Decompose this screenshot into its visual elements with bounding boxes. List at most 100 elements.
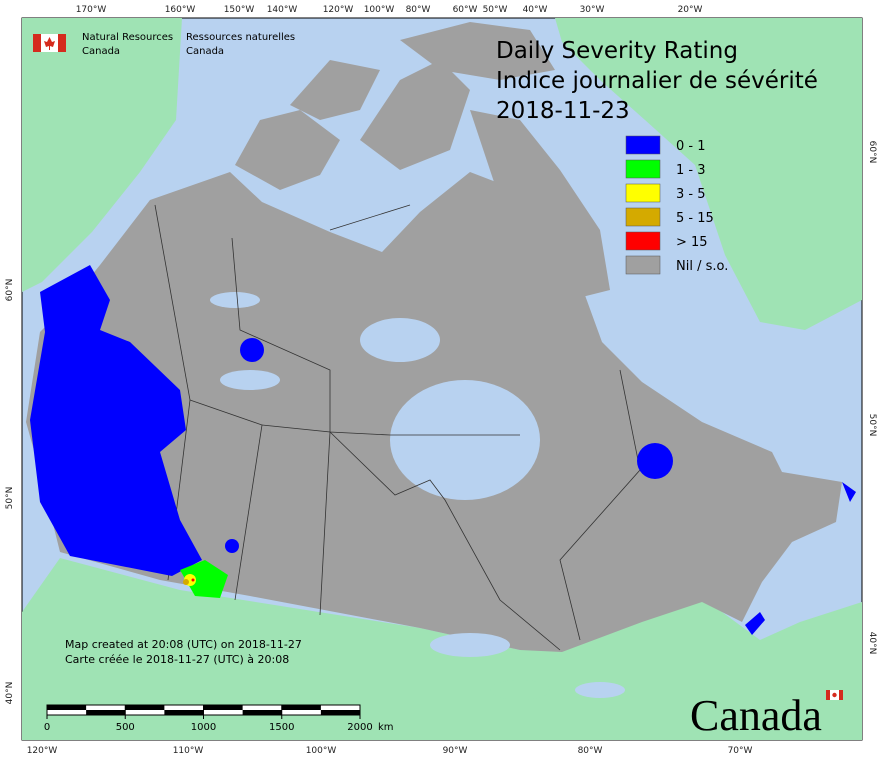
graticule-label: 30°W bbox=[580, 5, 605, 15]
scale-segment bbox=[320, 710, 360, 715]
graticule-bottom: 120°W 110°W 100°W 90°W 80°W 70°W bbox=[27, 746, 753, 756]
scale-bar: 0 500 1000 1500 2000 km bbox=[44, 704, 394, 733]
graticule-label: 120°W bbox=[323, 5, 354, 15]
graticule-top: 170°W 160°W 150°W 140°W 120°W 100°W 80°W… bbox=[76, 5, 703, 15]
severity-0-1 bbox=[225, 539, 239, 553]
title: Indice journalier de sévérité bbox=[496, 68, 818, 94]
boundary bbox=[329, 204, 411, 231]
alaska bbox=[22, 18, 182, 292]
legend-swatch bbox=[625, 255, 661, 275]
flag-bar bbox=[826, 690, 830, 700]
graticule-label: 50°W bbox=[483, 5, 508, 15]
severity-0-1 bbox=[30, 265, 202, 576]
scale-label: 1000 bbox=[191, 722, 216, 733]
severity-0-1 bbox=[842, 482, 856, 502]
graticule-label: 20°W bbox=[678, 5, 703, 15]
severity-0-1 bbox=[745, 612, 765, 635]
lake bbox=[220, 370, 280, 390]
boundary bbox=[559, 369, 641, 641]
legend-label: 0 - 1 bbox=[676, 139, 706, 154]
graticule-label: 40°N bbox=[5, 682, 15, 705]
scale-label: 1500 bbox=[269, 722, 294, 733]
map-created: Carte créée le 2018-11-27 (UTC) à 20:08 bbox=[65, 653, 289, 666]
graticule-label: 150°W bbox=[224, 5, 255, 15]
scale-label: 500 bbox=[116, 722, 135, 733]
scale-segment bbox=[242, 710, 282, 715]
scale-segment bbox=[125, 705, 165, 710]
scale-segment bbox=[281, 705, 321, 710]
scale-label: 2000 bbox=[347, 722, 372, 733]
boundary bbox=[231, 237, 520, 436]
scale-segment bbox=[47, 705, 87, 710]
island bbox=[235, 110, 340, 190]
graticule-label: 90°W bbox=[443, 746, 468, 756]
severity-1-3 bbox=[180, 560, 228, 598]
severity-0-1 bbox=[240, 338, 264, 362]
flag-bar bbox=[839, 690, 843, 700]
legend-swatch bbox=[625, 135, 661, 155]
date: 2018-11-23 bbox=[496, 98, 630, 124]
graticule-label: 170°W bbox=[76, 5, 107, 15]
land bbox=[22, 18, 862, 740]
graticule-label: 60°N bbox=[5, 279, 15, 302]
map-created: Map created at 20:08 (UTC) on 2018-11-27 bbox=[65, 638, 302, 651]
legend-label: 5 - 15 bbox=[676, 211, 714, 226]
graticule-label: 40°W bbox=[523, 5, 548, 15]
graticule-label: 80°W bbox=[406, 5, 431, 15]
lake bbox=[210, 292, 260, 308]
org-name: Canada bbox=[82, 46, 120, 57]
org-name: Ressources naturelles bbox=[186, 32, 295, 43]
graticule-label: 50°N bbox=[867, 414, 877, 437]
org-name: Canada bbox=[186, 46, 224, 57]
scale-segment bbox=[203, 705, 243, 710]
graticule-label: 70°W bbox=[728, 746, 753, 756]
great-lakes bbox=[575, 682, 625, 698]
graticule-label: 160°W bbox=[165, 5, 196, 15]
title: Daily Severity Rating bbox=[496, 38, 738, 64]
boundary bbox=[329, 431, 561, 651]
legend-swatch bbox=[625, 183, 661, 203]
scale-label: 0 bbox=[44, 722, 50, 733]
graticule-label: 140°W bbox=[267, 5, 298, 15]
flag-bar bbox=[58, 34, 66, 52]
great-lakes bbox=[430, 633, 510, 657]
flag-bar bbox=[33, 34, 41, 52]
graticule-label: 40°N bbox=[867, 632, 877, 655]
scale-unit: km bbox=[378, 722, 394, 733]
legend-swatch bbox=[625, 207, 661, 227]
island bbox=[360, 60, 470, 170]
nrcan-signature: Natural Resources Canada Ressources natu… bbox=[33, 32, 295, 57]
graticule-label: 60°W bbox=[453, 5, 478, 15]
water bbox=[360, 318, 440, 362]
maple-leaf bbox=[832, 692, 837, 698]
island bbox=[290, 60, 380, 120]
maple-leaf bbox=[44, 37, 55, 50]
graticule-label: 60°N bbox=[867, 141, 877, 164]
legend-label: 3 - 5 bbox=[676, 187, 706, 202]
graticule-right: 60°N 50°N 40°N bbox=[867, 141, 877, 655]
greenland bbox=[555, 18, 862, 330]
legend-label: 1 - 3 bbox=[676, 163, 706, 178]
graticule-label: 120°W bbox=[27, 746, 58, 756]
graticule-label: 100°W bbox=[364, 5, 395, 15]
graticule-label: 80°W bbox=[578, 746, 603, 756]
legend-swatch bbox=[625, 231, 661, 251]
land-patch bbox=[490, 680, 550, 700]
scale-segment bbox=[164, 710, 204, 715]
legend-swatch bbox=[625, 159, 661, 179]
severity-0-1 bbox=[637, 443, 673, 479]
graticule-left: 60°N 50°N 40°N bbox=[5, 279, 15, 705]
severity-areas bbox=[30, 265, 856, 635]
legend-label: Nil / s.o. bbox=[676, 259, 728, 274]
legend-label: > 15 bbox=[676, 235, 708, 250]
graticule-label: 50°N bbox=[5, 487, 15, 510]
graticule-label: 110°W bbox=[173, 746, 204, 756]
hudson-bay bbox=[390, 380, 540, 500]
legend: 0 - 1 1 - 3 3 - 5 5 - 15 > 15 Nil / s.o. bbox=[625, 135, 728, 275]
graticule-label: 100°W bbox=[306, 746, 337, 756]
canada-wordmark: Canada bbox=[690, 690, 843, 740]
wordmark: Canada bbox=[690, 691, 822, 740]
severity-gt-15 bbox=[191, 578, 195, 582]
